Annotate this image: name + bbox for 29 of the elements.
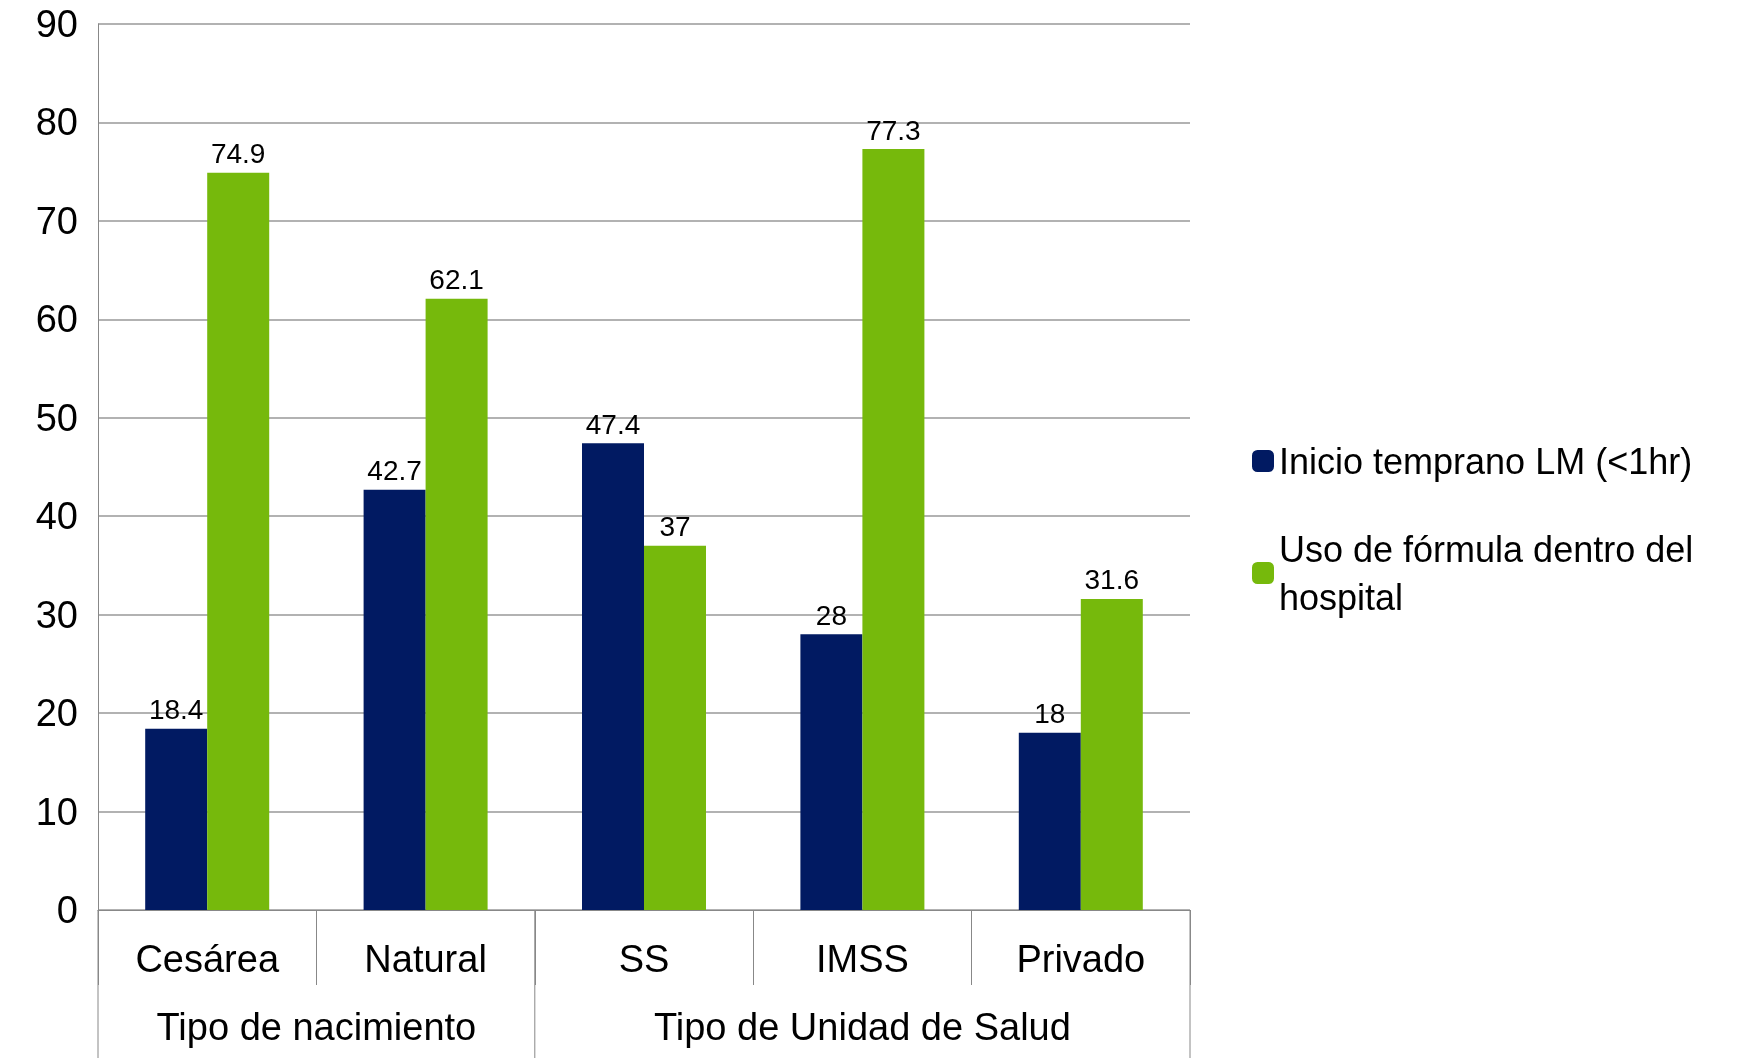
data-label: 37 bbox=[659, 511, 691, 543]
x-tick-label: IMSS bbox=[815, 938, 909, 980]
y-tick-label: 20 bbox=[35, 692, 78, 735]
data-label: 31.6 bbox=[1084, 564, 1140, 596]
x-tick-label: SS bbox=[618, 938, 670, 980]
data-label: 18.4 bbox=[148, 694, 204, 726]
x-tick-label: Cesárea bbox=[135, 938, 280, 980]
data-label: 18 bbox=[1034, 698, 1066, 730]
y-tick-label: 90 bbox=[35, 3, 78, 45]
data-label: 42.7 bbox=[367, 455, 422, 487]
y-tick-label: 70 bbox=[35, 199, 78, 242]
data-label: 77.3 bbox=[866, 114, 921, 146]
y-tick-label: 0 bbox=[56, 889, 78, 931]
y-tick-label: 30 bbox=[35, 593, 78, 636]
data-label: 28 bbox=[815, 599, 847, 631]
y-tick-label: 60 bbox=[35, 298, 78, 341]
x-tick-label: Natural bbox=[364, 938, 487, 980]
text: Tipo de Unidad de Salud bbox=[653, 1006, 1071, 1048]
legend-label: Uso de fórmula dentro del hospital bbox=[1279, 528, 1704, 618]
legend-label: Inicio temprano LM (<1hr) bbox=[1279, 440, 1693, 482]
data-label: 62.1 bbox=[429, 264, 484, 296]
x-tick-label: Privado bbox=[1016, 938, 1146, 980]
y-tick-label: 10 bbox=[35, 790, 78, 833]
text: Tipo de nacimiento bbox=[156, 1006, 477, 1048]
y-tick-label: 80 bbox=[35, 101, 78, 144]
data-label: 47.4 bbox=[585, 408, 641, 440]
y-tick-label: 50 bbox=[35, 396, 78, 439]
y-tick-label: 40 bbox=[35, 495, 78, 538]
data-label: 74.9 bbox=[210, 138, 266, 170]
